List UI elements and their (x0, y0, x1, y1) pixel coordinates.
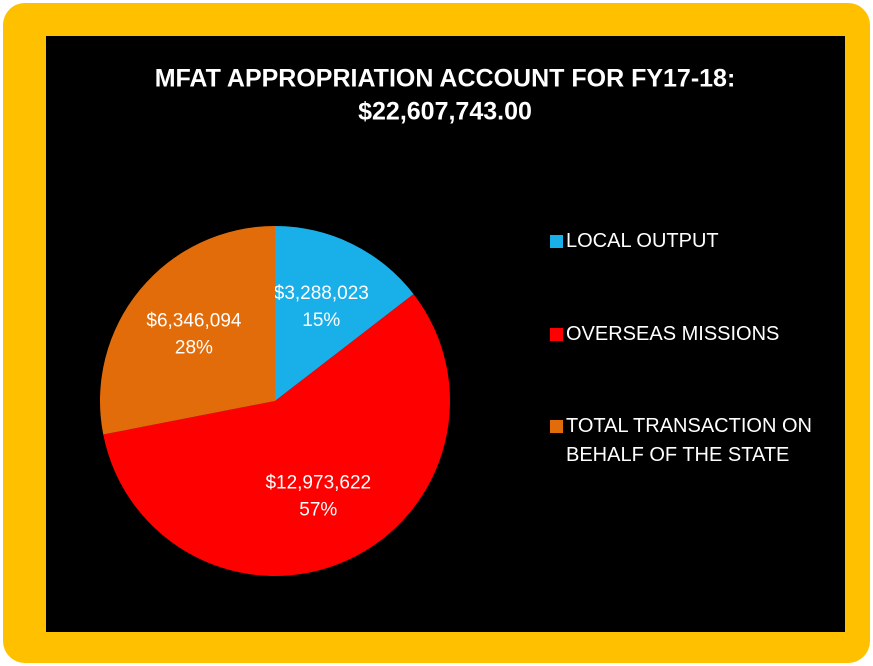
pie-slice (103, 294, 450, 577)
slice-percent-label: 28% (175, 337, 213, 358)
legend-swatch (550, 235, 563, 248)
chart-subtitle: $22,607,743.00 (358, 98, 532, 126)
slice-percent-label: 57% (299, 500, 337, 521)
slice-percent-label: 15% (302, 310, 340, 331)
slice-value-label: $12,973,622 (265, 473, 371, 494)
slice-value-label: $6,346,094 (146, 310, 242, 331)
legend-swatch (550, 328, 563, 341)
legend-label: OVERSEAS MISSIONS (566, 323, 780, 345)
pie-slice (275, 226, 414, 401)
pie-slice (100, 226, 276, 435)
legend-swatch (550, 420, 563, 433)
slice-value-label: $3,288,023 (274, 283, 369, 304)
chart-title: MFAT APPROPRIATION ACCOUNT FOR FY17-18: (155, 65, 736, 93)
legend-label: LOCAL OUTPUT (566, 230, 719, 252)
legend-label: TOTAL TRANSACTION ON BEHALF OF THE STATE (566, 415, 812, 466)
